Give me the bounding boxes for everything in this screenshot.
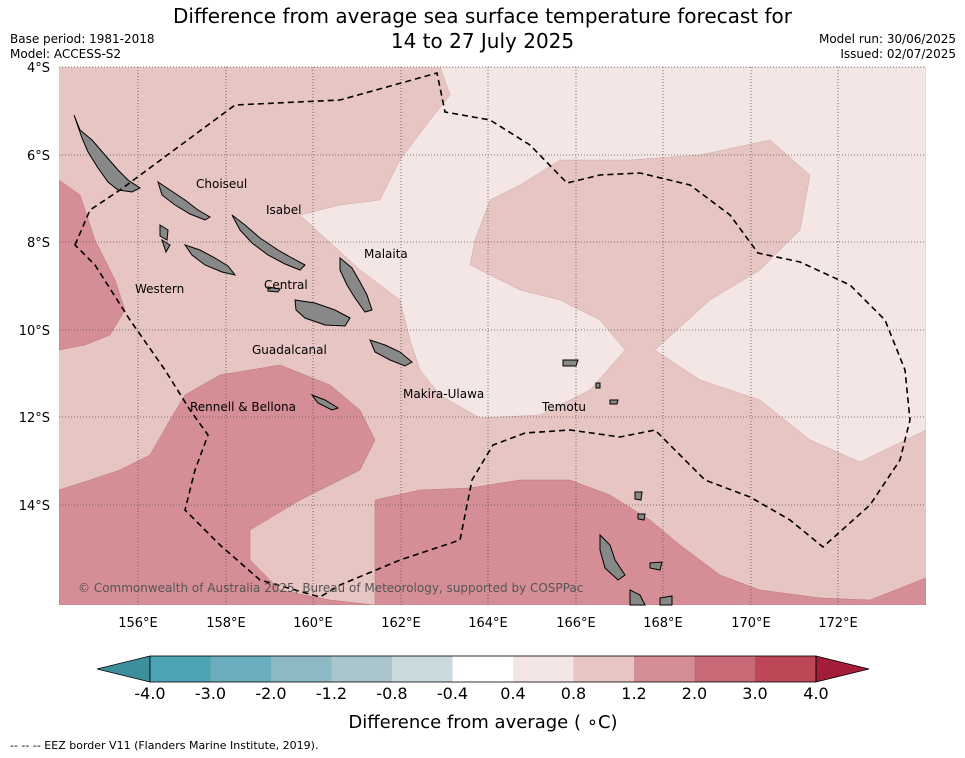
place-label-temotu: Temotu bbox=[541, 400, 586, 414]
colorbar-frame bbox=[149, 655, 817, 683]
lon-label: 170°E bbox=[731, 616, 771, 631]
island-central bbox=[267, 286, 281, 293]
colorbar-swatch bbox=[392, 656, 453, 682]
model-run-text: Model run: 30/06/2025 bbox=[818, 32, 956, 46]
island-guadalcanal bbox=[294, 299, 351, 327]
lat-label: 6°S bbox=[27, 149, 50, 164]
island-small-1 bbox=[159, 224, 169, 241]
lon-label: 164°E bbox=[468, 616, 508, 631]
colorbar-extend-high bbox=[815, 655, 870, 683]
issued-text: Issued: 02/07/2025 bbox=[840, 47, 956, 61]
anomaly-region-light bbox=[299, 67, 926, 463]
colorbar-swatch bbox=[694, 656, 755, 682]
colorbar-extend-low bbox=[96, 655, 151, 683]
lat-label: 8°S bbox=[27, 236, 50, 251]
place-label-rennell-bellona: Rennell & Bellona bbox=[190, 400, 296, 414]
island-small-2 bbox=[161, 238, 171, 254]
lat-label: 4°S bbox=[27, 61, 50, 76]
lon-label: 172°E bbox=[818, 616, 858, 631]
place-label-guadalcanal: Guadalcanal bbox=[252, 343, 327, 357]
meta-right: Model run: 30/06/2025 Issued: 02/07/2025 bbox=[819, 32, 956, 62]
lon-label: 160°E bbox=[293, 616, 333, 631]
meta-left: Base period: 1981-2018 Model: ACCESS-S2 bbox=[10, 32, 155, 62]
colorbar-swatch bbox=[634, 656, 695, 682]
colorbar-swatch bbox=[573, 656, 634, 682]
colorbar-tick: 0.8 bbox=[561, 684, 586, 703]
island-rennell bbox=[310, 393, 340, 411]
colorbar-swatch bbox=[331, 656, 392, 682]
lon-label: 162°E bbox=[381, 616, 421, 631]
island-malaita bbox=[339, 256, 373, 313]
island-new-georgia bbox=[183, 244, 237, 276]
island-choiseul bbox=[157, 180, 211, 221]
island-vanuatu-3 bbox=[649, 561, 663, 571]
island-makira bbox=[369, 339, 413, 367]
title-line-1: Difference from average sea surface temp… bbox=[172, 4, 792, 28]
latitude-labels: 4°S 6°S 8°S 10°S 12°S 14°S bbox=[19, 61, 50, 514]
anomaly-region-south bbox=[59, 364, 926, 605]
colorbar-tick: 3.0 bbox=[742, 684, 767, 703]
base-period-text: Base period: 1981-2018 bbox=[10, 32, 155, 46]
lon-label: 158°E bbox=[206, 616, 246, 631]
lat-label: 14°S bbox=[19, 499, 50, 514]
lat-label: 12°S bbox=[19, 411, 50, 426]
anomaly-region-west bbox=[59, 179, 126, 351]
graticule bbox=[59, 66, 926, 605]
island-western bbox=[73, 114, 141, 193]
island-vanuatu-2 bbox=[629, 589, 646, 606]
colorbar-tick: 0.4 bbox=[500, 684, 525, 703]
colorbar-tick: 1.2 bbox=[621, 684, 646, 703]
eez-border bbox=[74, 71, 911, 598]
colorbar-title: Difference from average ( ∘C) bbox=[348, 712, 617, 733]
island-vanuatu-5 bbox=[637, 513, 646, 521]
island-vanuatu-4 bbox=[634, 491, 643, 501]
longitude-labels: 156°E 158°E 160°E 162°E 164°E 166°E 168°… bbox=[118, 616, 858, 631]
place-label-isabel: Isabel bbox=[266, 203, 301, 217]
island-temotu-1 bbox=[562, 359, 579, 367]
map-title: Difference from average sea surface temp… bbox=[0, 4, 965, 54]
colorbar-tick: -1.2 bbox=[316, 684, 347, 703]
colorbar-tick: -3.0 bbox=[195, 684, 226, 703]
island-vanuatu-6 bbox=[659, 595, 673, 606]
place-label-central: Central bbox=[264, 278, 308, 292]
colorbar-swatch bbox=[452, 656, 513, 682]
island-temotu-3 bbox=[609, 399, 619, 405]
colorbar-tick: -4.0 bbox=[134, 684, 165, 703]
province-labels: Choiseul Isabel Malaita Western Central … bbox=[135, 177, 586, 414]
lon-label: 168°E bbox=[643, 616, 683, 631]
colorbar-swatch bbox=[755, 656, 816, 682]
colorbar-tick: 2.0 bbox=[682, 684, 707, 703]
copyright-credit: © Commonwealth of Australia 2025, Bureau… bbox=[78, 581, 583, 595]
colorbar-tick: -2.0 bbox=[255, 684, 286, 703]
colorbar-tick: -0.8 bbox=[376, 684, 407, 703]
colorbar-swatch bbox=[210, 656, 271, 682]
lat-label: 10°S bbox=[19, 324, 50, 339]
colorbar-swatch bbox=[271, 656, 332, 682]
island-temotu-2 bbox=[595, 382, 601, 389]
colorbar-tick-labels: -4.0 -3.0 -2.0 -1.2 -0.8 -0.4 0.4 0.8 1.… bbox=[134, 684, 828, 703]
island-isabel bbox=[231, 214, 306, 271]
colorbar-swatch bbox=[150, 656, 211, 682]
model-text: Model: ACCESS-S2 bbox=[10, 47, 122, 61]
anomaly-field bbox=[59, 67, 926, 605]
place-label-western: Western bbox=[135, 282, 184, 296]
colorbar-swatch bbox=[513, 656, 574, 682]
place-label-choiseul: Choiseul bbox=[196, 177, 247, 191]
land-masses bbox=[73, 114, 673, 606]
colorbar: -4.0 -3.0 -2.0 -1.2 -0.8 -0.4 0.4 0.8 1.… bbox=[96, 655, 870, 733]
lon-label: 156°E bbox=[118, 616, 158, 631]
title-line-2: 14 to 27 July 2025 bbox=[390, 29, 575, 53]
lon-label: 166°E bbox=[556, 616, 596, 631]
eez-legend: -- -- -- EEZ border V11 (Flanders Marine… bbox=[10, 739, 319, 752]
colorbar-tick: -0.4 bbox=[437, 684, 468, 703]
colorbar-tick: 4.0 bbox=[803, 684, 828, 703]
place-label-makira-ulawa: Makira-Ulawa bbox=[403, 387, 484, 401]
island-vanuatu-1 bbox=[599, 533, 626, 581]
place-label-malaita: Malaita bbox=[364, 247, 408, 261]
